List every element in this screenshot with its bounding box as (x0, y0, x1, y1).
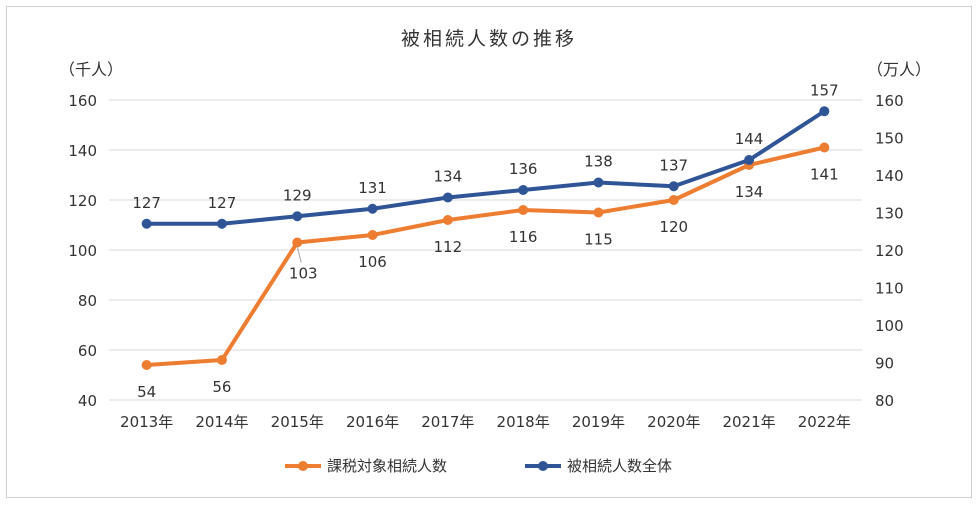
x-axis-ticks: 2013年 2014年 2015年 2016年 2017年 2018年 2019年 2020年… (120, 413, 851, 431)
data-point (442, 215, 453, 225)
legend-label: 被相続人数全体 (567, 457, 672, 475)
data-label: 138 (584, 153, 613, 171)
data-label: 127 (132, 194, 161, 212)
data-label: 56 (212, 378, 231, 396)
data-label: 103 (289, 265, 318, 283)
left-axis-unit: （千人） (59, 60, 123, 79)
data-label: 144 (735, 130, 764, 148)
data-point (292, 211, 303, 222)
data-point (216, 355, 227, 365)
x-tick-label: 2020年 (647, 413, 700, 431)
left-tick-label: 40 (78, 392, 97, 410)
data-label: 127 (208, 194, 237, 212)
data-point (367, 230, 378, 240)
data-label: 116 (509, 228, 538, 246)
data-point (744, 155, 755, 165)
data-point (819, 106, 830, 117)
right-tick-label: 90 (875, 355, 894, 373)
series-line (146, 145, 825, 367)
left-tick-label: 140 (68, 142, 97, 160)
right-tick-label: 80 (875, 392, 894, 410)
data-label: 115 (584, 231, 613, 249)
data-point (593, 207, 604, 218)
data-point (141, 360, 152, 370)
data-label: 136 (509, 160, 538, 178)
right-tick-label: 130 (875, 205, 904, 223)
x-tick-label: 2013年 (120, 413, 173, 431)
x-tick-label: 2021年 (722, 413, 775, 431)
left-tick-label: 100 (68, 242, 97, 260)
data-label: 106 (358, 253, 387, 271)
left-axis-ticks: 40 60 80 100 120 140 160 (68, 92, 97, 410)
right-axis-unit: （万人） (867, 60, 931, 79)
legend-item-1: 課税対象相続人数 (285, 457, 447, 475)
data-point (819, 142, 830, 153)
x-tick-label: 2022年 (798, 413, 851, 431)
data-point (367, 203, 378, 214)
data-label: 137 (659, 156, 688, 174)
data-label: 134 (434, 168, 463, 186)
data-label: 129 (283, 186, 312, 204)
legend-swatch-marker (538, 461, 548, 471)
data-label: 112 (434, 238, 463, 256)
series-2: 127 127 129 131 134 136 138 137 144 157 (132, 81, 839, 229)
line-chart: 被相続人数の推移 （千人） （万人） 40 60 80 100 120 140 160 80… (59, 28, 931, 475)
left-tick-label: 80 (78, 292, 97, 310)
left-tick-label: 60 (78, 342, 97, 360)
left-tick-label: 160 (68, 92, 97, 110)
legend-label: 課税対象相続人数 (327, 457, 447, 475)
leader-line (296, 246, 302, 263)
right-axis-ticks: 80 90 100 110 120 130 140 150 160 (875, 92, 904, 410)
data-point (442, 192, 453, 203)
x-tick-label: 2017年 (421, 413, 474, 431)
data-point (593, 177, 604, 188)
data-label: 157 (810, 81, 839, 99)
data-label: 141 (810, 166, 839, 184)
data-label: 134 (735, 183, 764, 201)
legend: 課税対象相続人数 被相続人数全体 (285, 457, 672, 475)
legend-item-2: 被相続人数全体 (525, 457, 672, 475)
right-tick-label: 110 (875, 280, 904, 298)
data-point (668, 195, 679, 205)
data-point (518, 205, 529, 215)
chart-frame: 被相続人数の推移 （千人） （万人） 40 60 80 100 120 140 160 80… (6, 6, 972, 498)
x-tick-label: 2016年 (346, 413, 399, 431)
right-tick-label: 140 (875, 167, 904, 185)
left-tick-label: 120 (68, 192, 97, 210)
data-label: 120 (659, 218, 688, 236)
gridlines (109, 99, 862, 401)
right-tick-label: 160 (875, 92, 904, 110)
series-1: 54 56 103 106 112 116 115 120 134 141 (137, 142, 839, 401)
x-tick-label: 2014年 (195, 413, 248, 431)
data-point (292, 237, 303, 248)
x-tick-label: 2015年 (271, 413, 324, 431)
chart-title: 被相続人数の推移 (401, 28, 577, 50)
x-tick-label: 2018年 (497, 413, 550, 431)
legend-swatch-marker (298, 461, 308, 471)
x-tick-label: 2019年 (572, 413, 625, 431)
data-label: 131 (358, 179, 387, 197)
data-point (141, 218, 152, 229)
data-point (668, 181, 679, 192)
right-tick-label: 120 (875, 242, 904, 260)
right-tick-label: 150 (875, 130, 904, 148)
right-tick-label: 100 (875, 317, 904, 335)
data-point (216, 218, 227, 229)
series-layer: 54 56 103 106 112 116 115 120 134 141 127 127 129 131… (132, 81, 838, 401)
data-point (518, 185, 529, 195)
series-line (146, 109, 826, 226)
data-label: 54 (137, 383, 156, 401)
